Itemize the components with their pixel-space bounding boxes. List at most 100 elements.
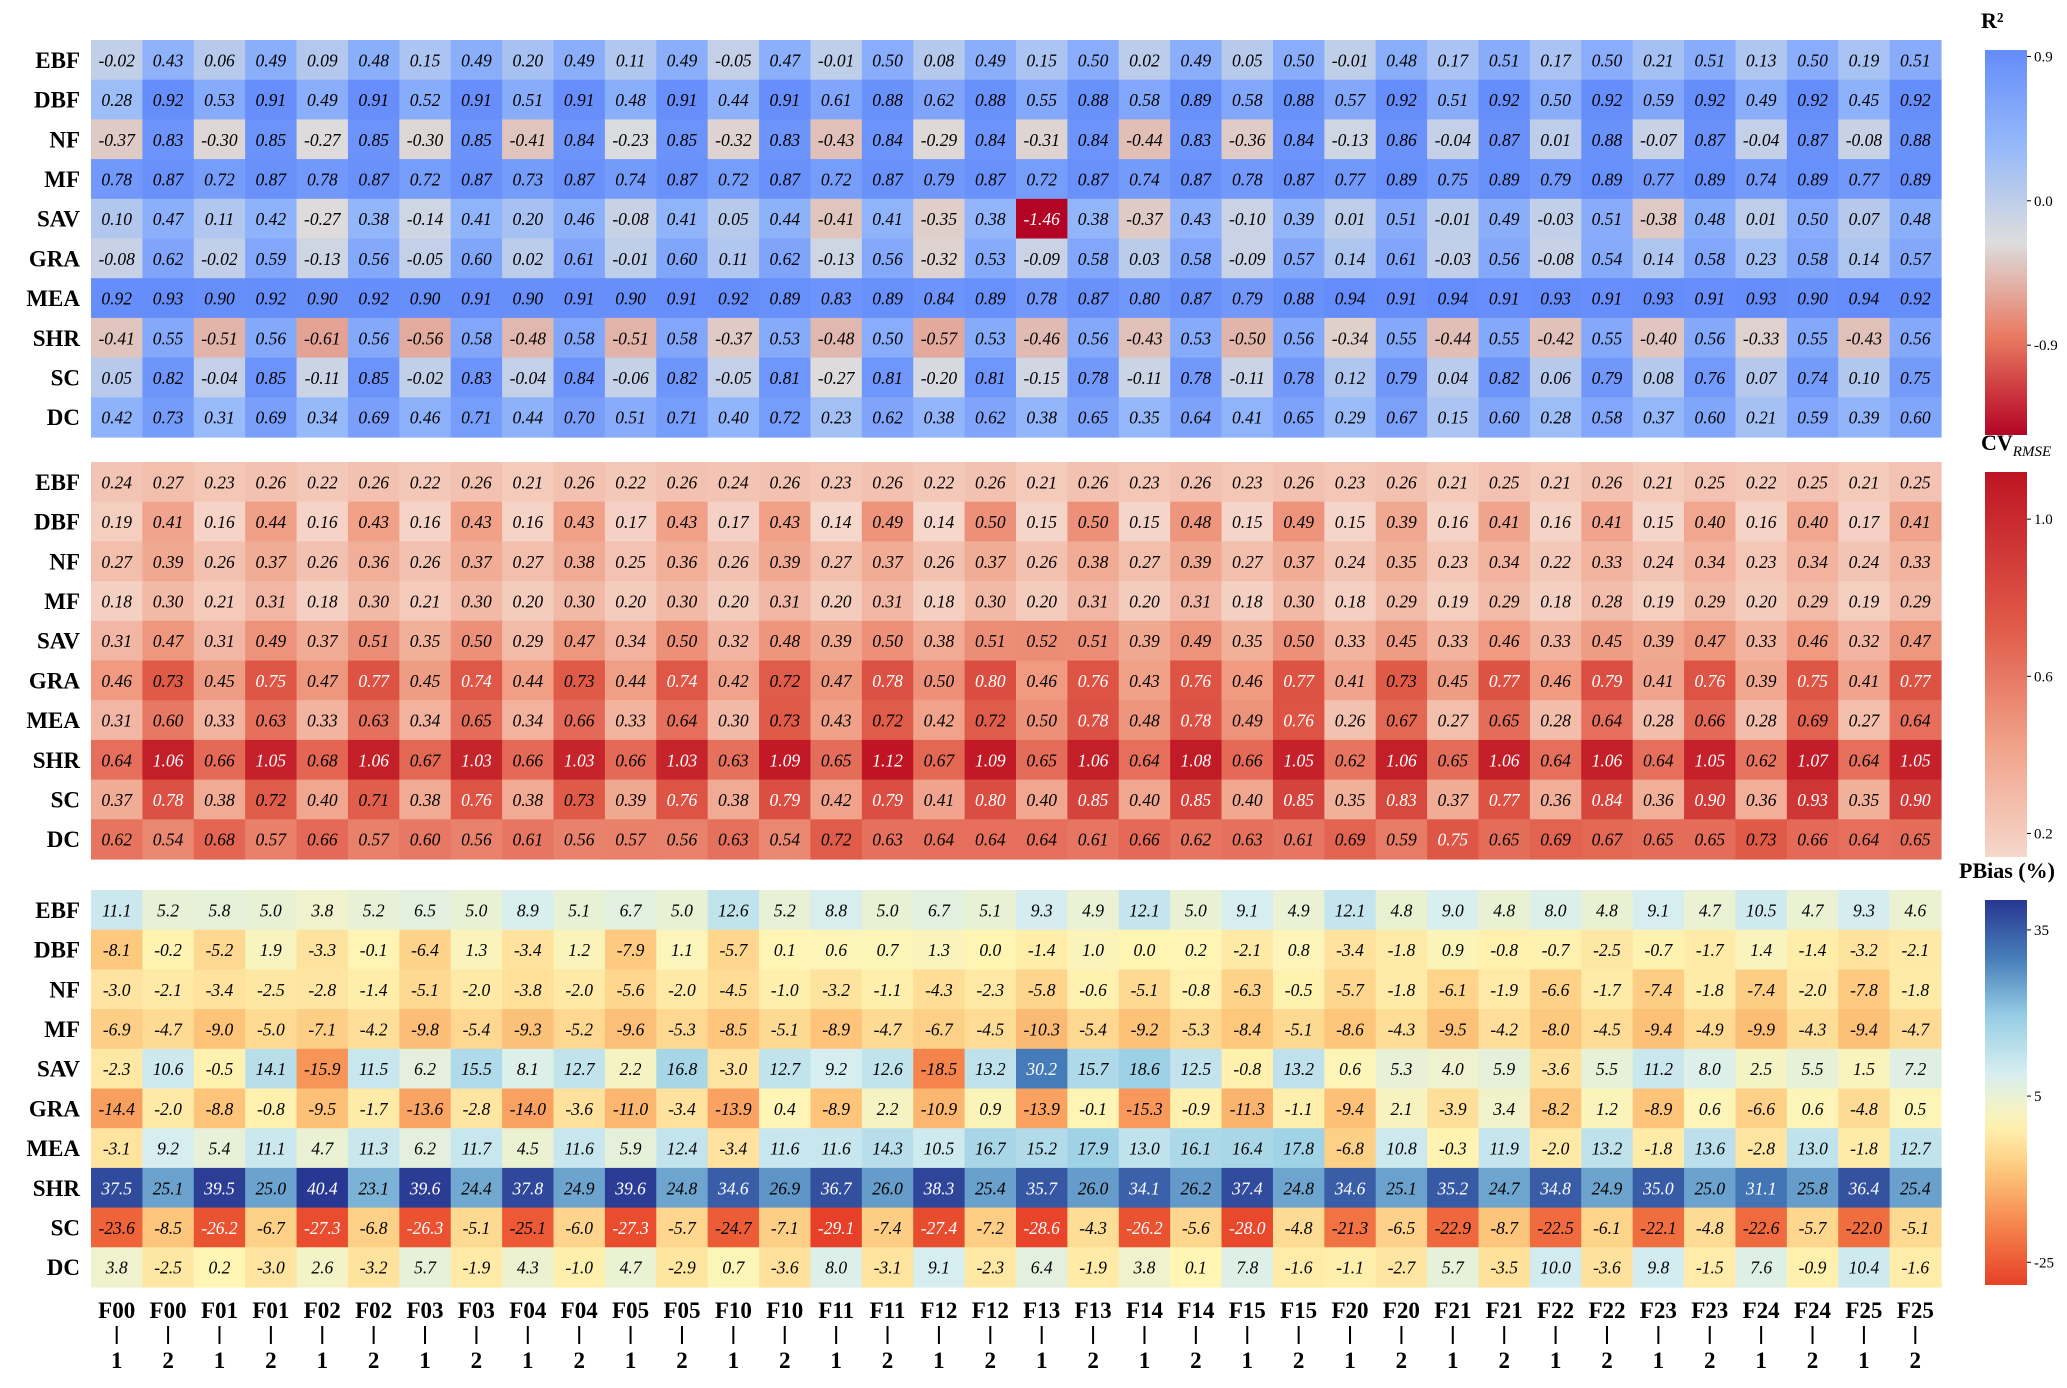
cell-value: -2.0 <box>1542 1139 1570 1159</box>
cell-value: 5.2 <box>774 900 796 920</box>
cell-value: -1.6 <box>1901 1258 1929 1278</box>
cell-value: 0.15 <box>1643 512 1674 532</box>
heatmap-cell <box>553 198 606 240</box>
heatmap-cell <box>1786 969 1839 1010</box>
cell-value: 4.0 <box>1442 1059 1464 1079</box>
heatmap-cell <box>502 969 555 1010</box>
cell-value: -3.5 <box>1490 1258 1518 1278</box>
cell-value: -2.3 <box>103 1059 131 1079</box>
heatmap-cell <box>1170 1167 1223 1209</box>
heatmap-cell <box>399 159 452 200</box>
x-label-index: 2 <box>882 1348 894 1373</box>
heatmap-cell <box>913 890 966 931</box>
heatmap-cell <box>502 929 555 970</box>
heatmap-cell <box>1529 501 1582 542</box>
heatmap-cell <box>1118 40 1171 81</box>
heatmap-cell <box>1170 119 1223 160</box>
heatmap-cell <box>1016 119 1068 160</box>
cell-value: 0.26 <box>461 472 492 492</box>
heatmap-cell <box>245 159 298 200</box>
cell-value: 0.07 <box>1849 209 1881 229</box>
cell-value: 0.21 <box>410 591 441 611</box>
cell-value: 0.19 <box>101 512 132 532</box>
cell-value: 0.63 <box>872 830 903 850</box>
heatmap-cell <box>810 541 863 582</box>
heatmap-cell <box>1221 278 1274 319</box>
heatmap-cell <box>1324 1009 1377 1050</box>
cell-value: 0.39 <box>1746 671 1777 691</box>
cell-value: -13.9 <box>715 1099 752 1119</box>
cell-value: 0.84 <box>1078 130 1109 150</box>
heatmap-cell <box>1632 541 1685 582</box>
heatmap-cell <box>604 581 657 622</box>
cell-value: 0.72 <box>1026 169 1057 189</box>
cell-value: 7.2 <box>1904 1059 1926 1079</box>
cell-value: 1.05 <box>1694 750 1725 770</box>
cell-value: 0.21 <box>1437 472 1468 492</box>
cell-value: 0.41 <box>924 790 955 810</box>
heatmap-cell <box>91 357 143 398</box>
cell-value: 0.08 <box>924 50 955 70</box>
cell-value: 0.18 <box>1540 591 1571 611</box>
x-label-index: 1 <box>1242 1348 1254 1373</box>
heatmap-cell <box>296 397 349 438</box>
heatmap-cell <box>142 79 195 120</box>
cell-value: 0.41 <box>153 512 184 532</box>
heatmap-cell <box>1118 929 1171 970</box>
heatmap-cell <box>707 660 760 701</box>
cell-value: 0.76 <box>1694 671 1725 691</box>
cell-value: 0.85 <box>1078 790 1109 810</box>
heatmap-cell <box>707 779 760 820</box>
heatmap-cell <box>1632 620 1685 662</box>
heatmap-cell <box>964 397 1017 438</box>
cell-value: 0.46 <box>564 209 595 229</box>
heatmap-cell <box>296 40 349 81</box>
cell-value: 0.23 <box>1232 472 1263 492</box>
heatmap-cell <box>1889 198 1942 240</box>
heatmap-cell <box>1889 79 1942 120</box>
heatmap-cell <box>1016 779 1068 820</box>
cell-value: 0.2 <box>1185 940 1207 960</box>
heatmap-cell <box>1786 40 1839 81</box>
cell-value: 0.0 <box>1134 940 1156 960</box>
heatmap-cell <box>656 660 709 701</box>
heatmap-cell <box>656 1167 709 1209</box>
cell-value: 0.43 <box>1181 209 1212 229</box>
heatmap-cell <box>1016 357 1068 398</box>
cell-value: 0.2 <box>209 1258 231 1278</box>
heatmap-cell <box>1478 969 1531 1010</box>
colorbar-tick-label: 0.9 <box>2034 49 2053 65</box>
cell-value: -0.8 <box>1182 980 1210 1000</box>
cell-value: 24.9 <box>1592 1178 1623 1198</box>
cell-value: 0.90 <box>1694 790 1725 810</box>
cell-value: 0.26 <box>1386 472 1417 492</box>
cell-value: 0.23 <box>1129 472 1160 492</box>
heatmap-cell <box>759 397 812 438</box>
heatmap-cell <box>759 238 812 279</box>
heatmap-cell <box>1735 238 1788 279</box>
cell-value: 11.1 <box>102 900 131 920</box>
cell-value: 0.56 <box>1489 249 1520 269</box>
heatmap-cell <box>810 1128 863 1169</box>
cell-value: 0.50 <box>975 512 1006 532</box>
cell-value: 0.06 <box>1540 368 1571 388</box>
cell-value: 0.39 <box>1849 408 1880 428</box>
cell-value: -18.5 <box>921 1059 958 1079</box>
heatmap-cell <box>861 890 914 931</box>
heatmap-cell <box>1632 929 1685 970</box>
heatmap-cell <box>759 317 812 359</box>
cell-value: 17.8 <box>1283 1139 1314 1159</box>
cell-value: 15.2 <box>1026 1139 1057 1159</box>
cell-value: 0.72 <box>256 790 287 810</box>
heatmap-cell <box>861 40 914 81</box>
cell-value: -0.20 <box>921 368 958 388</box>
row-label-ebf: EBF <box>35 48 80 73</box>
heatmap-cell <box>1272 700 1325 741</box>
heatmap-cell <box>1684 620 1737 662</box>
cell-value: 0.40 <box>1797 512 1828 532</box>
heatmap-cell <box>1735 890 1788 931</box>
heatmap-cell <box>296 779 349 820</box>
cell-value: 0.39 <box>1283 209 1314 229</box>
heatmap-cell <box>193 700 246 741</box>
heatmap-cell <box>347 1128 400 1169</box>
